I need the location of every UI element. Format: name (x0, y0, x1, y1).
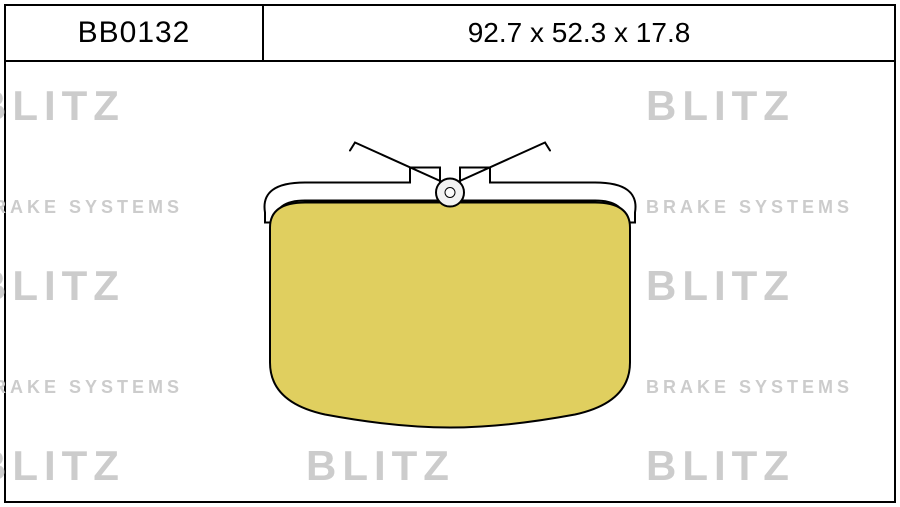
watermark-brand: BLITZ (306, 442, 455, 490)
part-number: BB0132 (78, 16, 191, 50)
brake-pad-svg (215, 133, 685, 443)
dimensions: 92.7 x 52.3 x 17.8 (468, 17, 691, 49)
watermark-brand: BLITZ (0, 262, 125, 310)
part-number-cell: BB0132 (6, 6, 264, 60)
diagram-frame: BB0132 92.7 x 52.3 x 17.8 BLITZ BLITZ BR… (4, 4, 896, 503)
watermark-tagline: BRAKE SYSTEMS (0, 197, 183, 218)
diagram-body: BLITZ BLITZ BRAKE SYSTEMS BRAKE SYSTEMS … (6, 62, 894, 501)
watermark-tagline: BRAKE SYSTEMS (0, 377, 183, 398)
dimensions-cell: 92.7 x 52.3 x 17.8 (264, 6, 894, 60)
watermark-brand: BLITZ (0, 82, 125, 130)
brake-pad-drawing (215, 133, 685, 448)
header-row: BB0132 92.7 x 52.3 x 17.8 (6, 6, 894, 62)
watermark-brand: BLITZ (646, 82, 795, 130)
watermark-brand: BLITZ (0, 442, 125, 490)
watermark-brand: BLITZ (646, 442, 795, 490)
